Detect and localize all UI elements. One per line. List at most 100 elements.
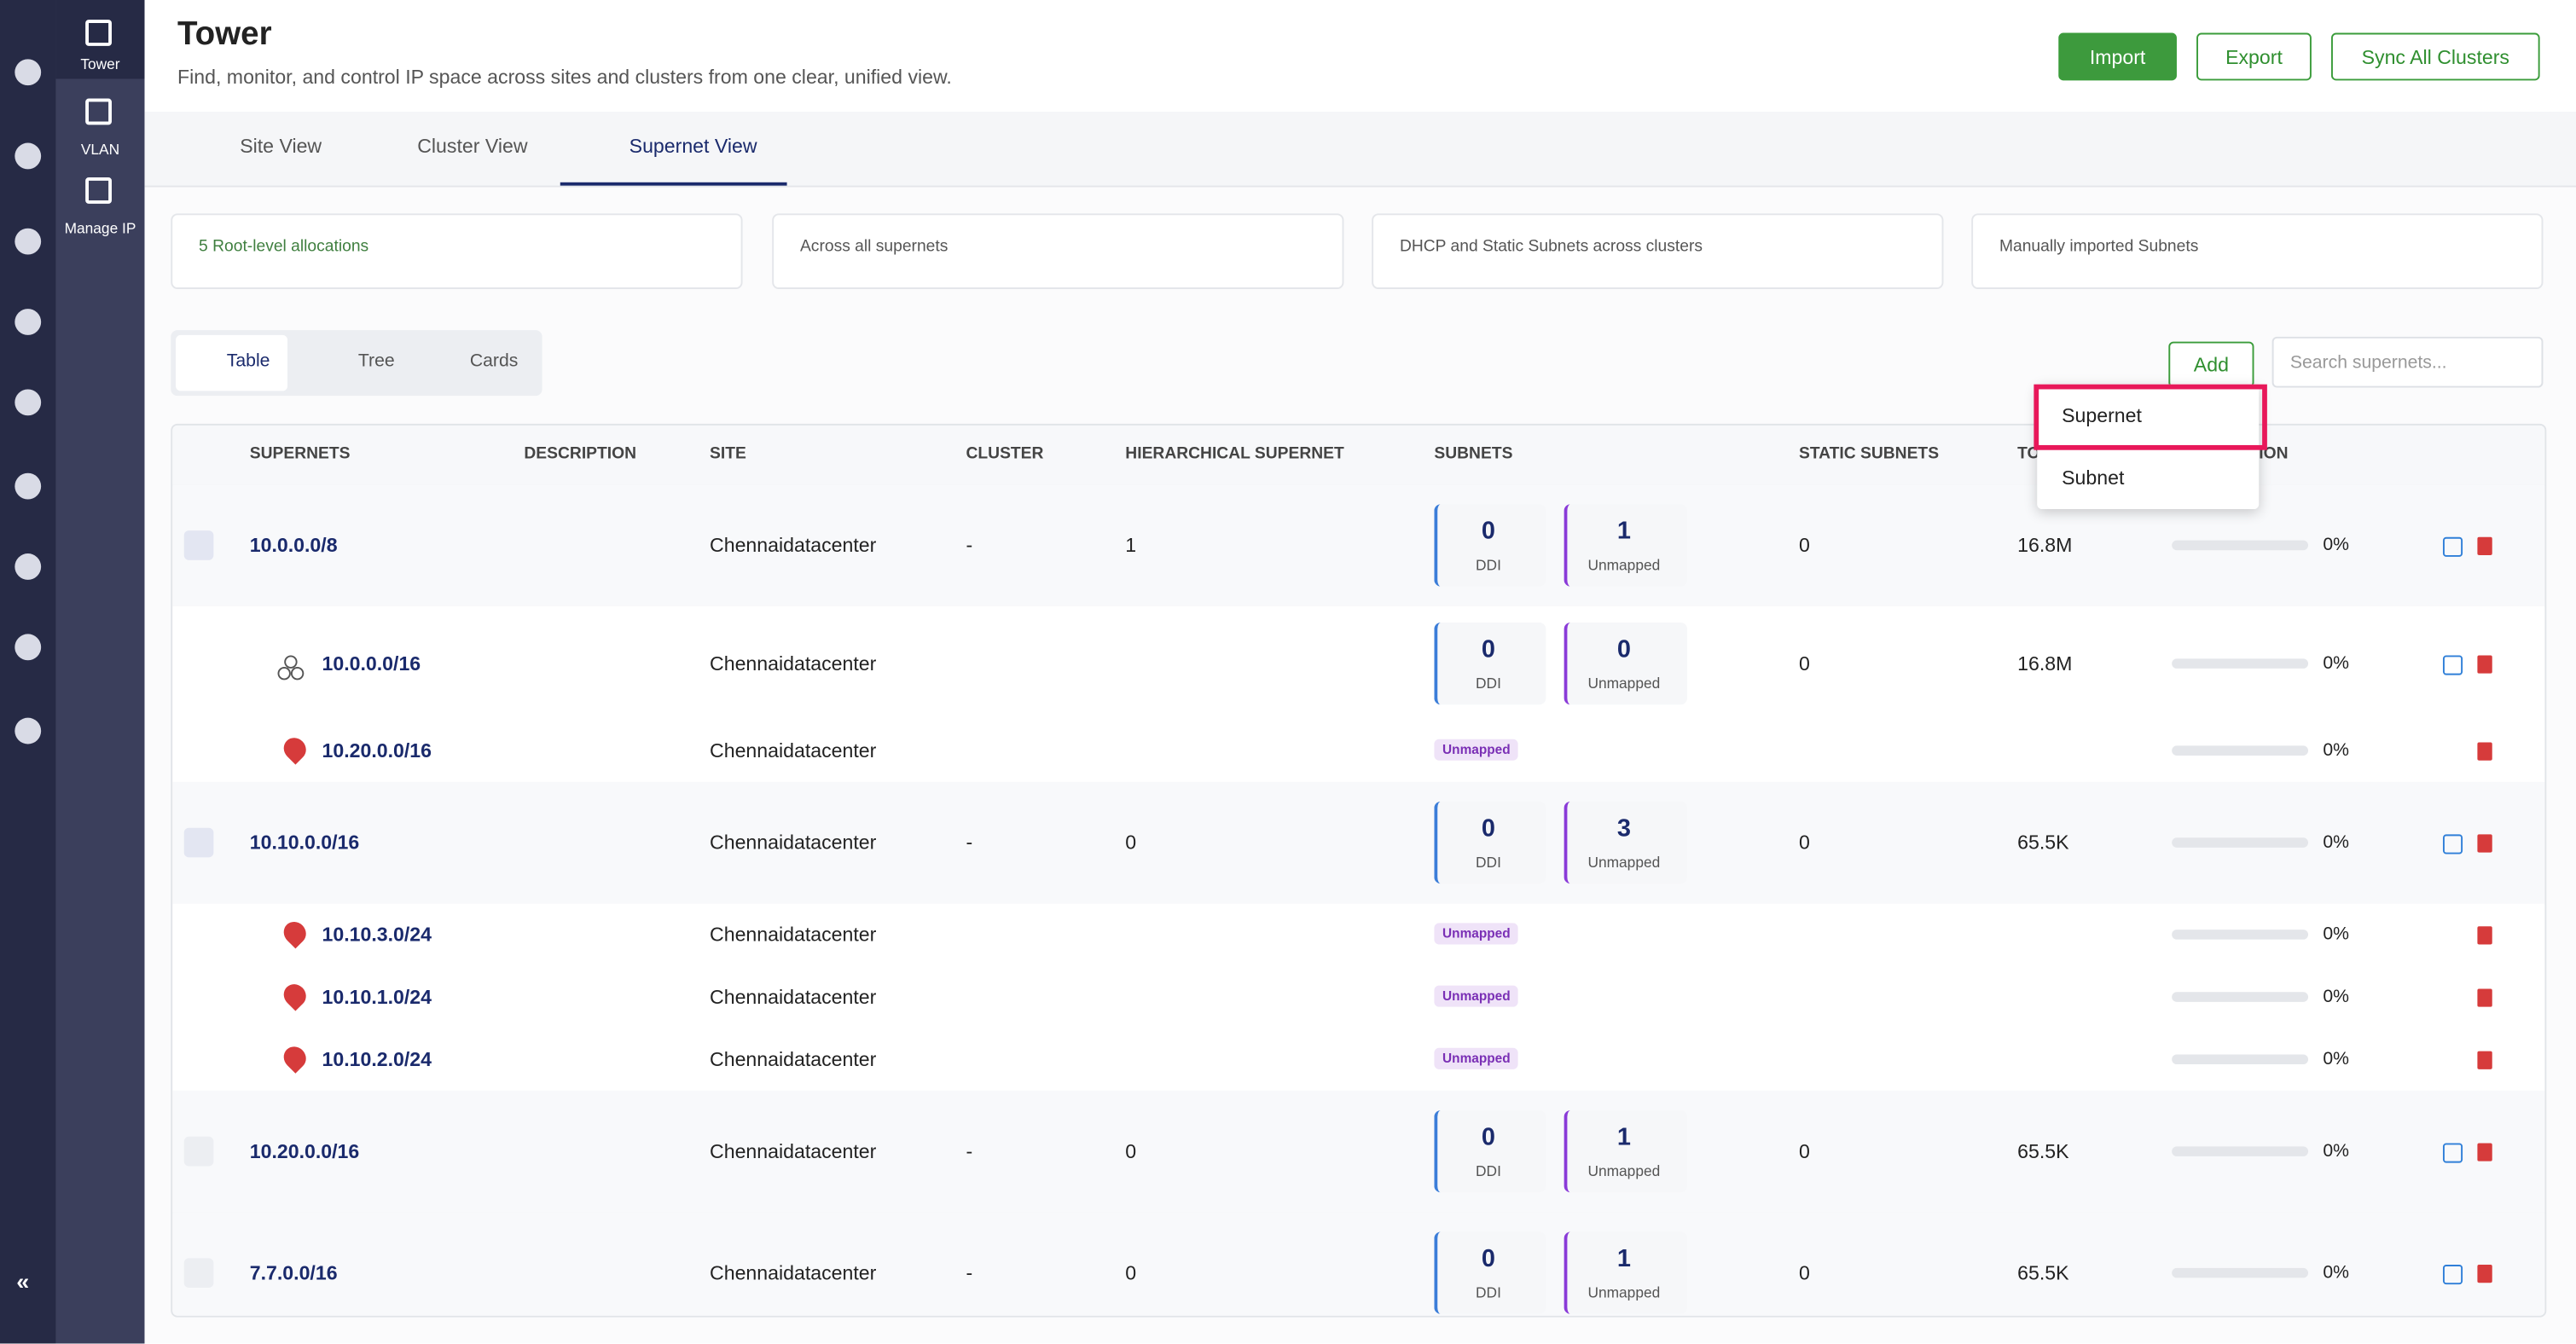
rail-icon[interactable] (15, 472, 42, 500)
utilization-bar (2172, 1054, 2309, 1065)
delete-icon[interactable] (2477, 926, 2492, 945)
edit-icon[interactable] (2442, 1143, 2463, 1163)
cluster-icon (284, 654, 298, 668)
card-text: 5 Root-level allocations (199, 238, 369, 257)
utilization: 0% (2323, 1263, 2349, 1283)
count-label: Unmapped (1587, 1284, 1661, 1301)
search-input[interactable]: Search supernets... (2271, 336, 2544, 388)
delete-icon[interactable] (2477, 1265, 2492, 1283)
delete-icon[interactable] (2477, 988, 2492, 1007)
static-subnets: 0 (1798, 533, 1810, 557)
hierarchical: 1 (1125, 533, 1137, 557)
column-header: SUBNETS (1434, 444, 1513, 464)
supernet-name[interactable]: 10.20.0.0/16 (249, 1139, 360, 1163)
tab-underline (560, 182, 787, 186)
summary-card (171, 213, 743, 289)
edit-icon[interactable] (2442, 1265, 2463, 1285)
total: 16.8M (2017, 651, 2073, 675)
nav-icon[interactable] (85, 177, 112, 204)
cluster-icon (277, 665, 291, 680)
edit-icon[interactable] (2442, 654, 2463, 675)
rail-icon[interactable] (15, 142, 42, 170)
delete-icon[interactable] (2477, 654, 2492, 673)
static-subnets: 0 (1798, 831, 1810, 854)
nav-label[interactable]: Manage IP (64, 220, 136, 237)
site: Chennaidatacenter (710, 739, 877, 762)
count-value: 1 (1616, 517, 1631, 546)
view-option[interactable]: Tree (357, 351, 395, 372)
rail-icon[interactable] (15, 717, 42, 744)
cluster: - (966, 533, 973, 557)
count-value: 0 (1481, 814, 1495, 843)
rail-icon[interactable] (15, 389, 42, 416)
supernet-name[interactable]: 10.10.3.0/24 (322, 923, 432, 947)
rail-icon[interactable] (15, 59, 42, 86)
supernet-name[interactable]: 10.10.2.0/24 (322, 1047, 432, 1071)
count-value: 0 (1481, 634, 1495, 663)
nav-label[interactable]: Tower (80, 55, 120, 72)
total: 16.8M (2017, 533, 2073, 557)
utilization: 0% (2323, 652, 2349, 673)
delete-icon[interactable] (2477, 742, 2492, 761)
tab[interactable]: Site View (240, 134, 322, 158)
edit-icon[interactable] (2442, 536, 2463, 557)
utilization-bar (2172, 658, 2309, 668)
card-text: Manually imported Subnets (1999, 238, 2199, 257)
site: Chennaidatacenter (710, 831, 877, 854)
supernet-name[interactable]: 7.7.0.0/16 (249, 1261, 338, 1285)
expand-toggle[interactable] (183, 1136, 214, 1167)
delete-icon[interactable] (2477, 1143, 2492, 1162)
import-button[interactable]: Import (2058, 32, 2177, 81)
nav-icon[interactable] (85, 98, 112, 125)
nav-label[interactable]: VLAN (80, 141, 120, 158)
tab[interactable]: Supernet View (629, 134, 757, 158)
tab[interactable]: Cluster View (417, 134, 528, 158)
rail-icon[interactable] (15, 309, 42, 335)
static-subnets: 0 (1798, 1261, 1810, 1285)
summary-card (1971, 213, 2544, 289)
utilization: 0% (2323, 535, 2349, 555)
supernet-name[interactable]: 10.10.1.0/24 (322, 985, 432, 1009)
card-text: DHCP and Static Subnets across clusters (1399, 238, 1703, 257)
rail-icon[interactable] (15, 228, 42, 255)
supernet-name[interactable]: 10.0.0.0/16 (322, 651, 421, 675)
total: 65.5K (2017, 831, 2069, 854)
count-value: 0 (1481, 1244, 1495, 1273)
menu-item[interactable]: Supernet (2062, 403, 2142, 427)
expand-toggle[interactable] (183, 530, 214, 560)
edit-icon[interactable] (2442, 834, 2463, 854)
supernet-name[interactable]: 10.10.0.0/16 (249, 831, 360, 854)
cluster-icon (290, 665, 305, 680)
total: 65.5K (2017, 1261, 2069, 1285)
collapse-icon[interactable]: « (16, 1267, 30, 1295)
export-button[interactable]: Export (2196, 32, 2312, 81)
add-button[interactable]: Add (2168, 341, 2254, 388)
hierarchical: 0 (1125, 1261, 1137, 1285)
delete-icon[interactable] (2477, 536, 2492, 555)
supernet-name[interactable]: 10.0.0.0/8 (249, 533, 338, 557)
menu-highlight (2034, 384, 2267, 450)
hierarchical: 0 (1125, 831, 1137, 854)
utilization: 0% (2323, 832, 2349, 853)
supernet-name[interactable]: 10.20.0.0/16 (322, 739, 432, 762)
menu-item[interactable]: Subnet (2062, 466, 2125, 490)
cluster: - (966, 1261, 973, 1285)
table: SUPERNETS DESCRIPTION SITE CLUSTER HIERARCHI… (171, 423, 2547, 1318)
utilization: 0% (2323, 924, 2349, 945)
view-option[interactable]: Cards (469, 351, 519, 372)
delete-icon[interactable] (2477, 834, 2492, 853)
rail-icon[interactable] (15, 553, 42, 580)
view-option[interactable]: Table (226, 351, 270, 372)
site: Chennaidatacenter (710, 533, 877, 557)
expand-toggle[interactable] (183, 1258, 214, 1288)
sync-button[interactable]: Sync All Clusters (2330, 32, 2540, 81)
rail-icon[interactable] (15, 634, 42, 661)
nav-icon[interactable] (85, 20, 112, 46)
table-row (172, 1212, 2545, 1316)
expand-toggle[interactable] (183, 827, 214, 858)
delete-icon[interactable] (2477, 1051, 2492, 1069)
table-row (172, 1028, 2545, 1091)
card-text: Across all supernets (799, 238, 949, 257)
utilization: 0% (2323, 1141, 2349, 1162)
